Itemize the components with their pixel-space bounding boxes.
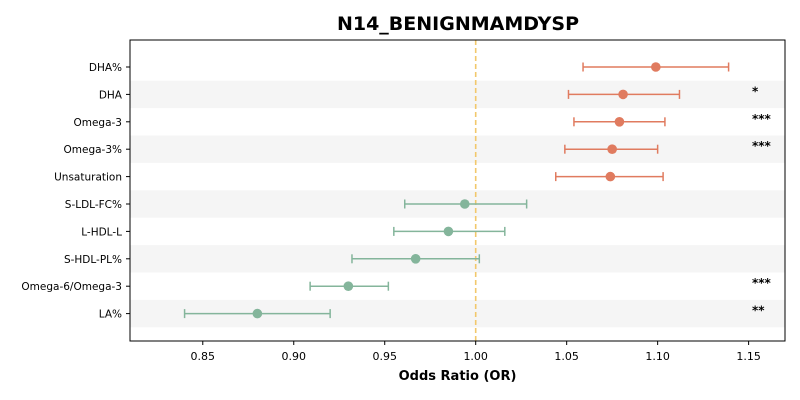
estimate-point bbox=[343, 281, 354, 292]
significance-label: *** bbox=[752, 276, 772, 290]
estimate-point bbox=[410, 253, 421, 264]
estimate-row bbox=[183, 308, 331, 319]
x-tick-label: 0.85 bbox=[191, 350, 216, 363]
y-tick-label: Omega-3% bbox=[64, 144, 123, 156]
estimate-row bbox=[403, 199, 528, 209]
significance-label: * bbox=[752, 84, 759, 98]
estimates-group bbox=[183, 62, 730, 319]
y-tick-label: L-HDL-L bbox=[81, 226, 122, 238]
estimate-point bbox=[605, 171, 616, 182]
estimate-point bbox=[607, 144, 617, 154]
row-band bbox=[130, 80, 785, 109]
estimate-row bbox=[567, 89, 681, 100]
estimate-point bbox=[651, 62, 661, 72]
x-tick-label: 1.00 bbox=[463, 350, 488, 363]
y-tick-label: Omega-6/Omega-3 bbox=[21, 281, 122, 293]
estimate-row bbox=[351, 253, 481, 264]
significance-label: ** bbox=[752, 304, 765, 318]
estimate-point bbox=[252, 308, 263, 319]
y-tick-label: Omega-3 bbox=[73, 117, 122, 129]
estimate-row bbox=[393, 226, 506, 237]
x-tick-label: 0.90 bbox=[282, 350, 307, 363]
row-band bbox=[130, 135, 785, 163]
y-tick-label: DHA% bbox=[89, 62, 122, 74]
estimate-row bbox=[582, 62, 730, 72]
estimate-row bbox=[555, 171, 664, 182]
y-tick-label: LA% bbox=[99, 309, 122, 321]
estimate-point bbox=[443, 226, 454, 237]
x-tick-label: 0.95 bbox=[372, 350, 397, 363]
y-tick-label: S-HDL-PL% bbox=[64, 254, 122, 266]
y-tick-label: S-LDL-FC% bbox=[65, 199, 122, 211]
significance-label: *** bbox=[752, 112, 772, 126]
significance-markers: ************ bbox=[752, 84, 772, 317]
x-tick-label: 1.10 bbox=[645, 350, 670, 363]
estimate-row bbox=[564, 144, 659, 154]
estimate-point bbox=[618, 89, 628, 100]
estimate-row bbox=[573, 117, 666, 127]
chart-title: N14_BENIGNMAMDYSP bbox=[337, 13, 579, 35]
y-tick-label: Unsaturation bbox=[54, 172, 122, 184]
x-axis: 0.85 0.90 0.95 1.00 1.05 1.10 1.15 bbox=[191, 341, 761, 363]
significance-label: *** bbox=[752, 139, 772, 153]
estimate-point bbox=[459, 199, 470, 209]
x-axis-label: Odds Ratio (OR) bbox=[399, 369, 517, 384]
y-tick-label: DHA bbox=[99, 89, 123, 101]
estimate-row bbox=[309, 281, 390, 292]
y-tick-labels: DHA% DHA Omega-3 Omega-3% Unsaturation S-LDL-… bbox=[21, 62, 130, 321]
x-tick-label: 1.15 bbox=[736, 350, 761, 363]
plot-frame bbox=[129, 39, 786, 342]
x-tick-label: 1.05 bbox=[554, 350, 579, 363]
estimate-point bbox=[614, 117, 625, 127]
